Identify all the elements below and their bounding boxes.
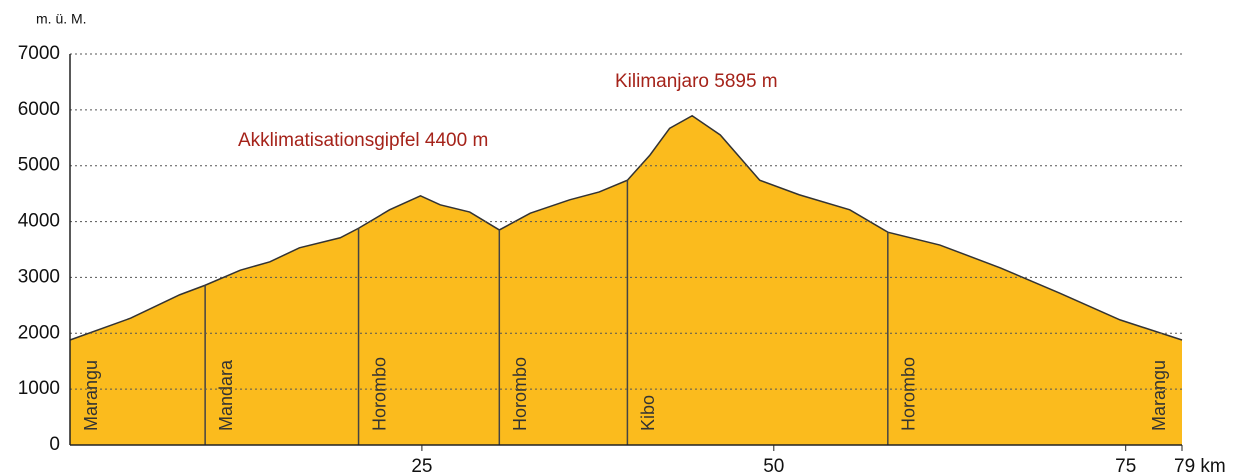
stage-label: Marangu [1149, 360, 1169, 431]
y-tick-label: 1000 [18, 378, 60, 399]
profile-line [69, 114, 1183, 341]
x-tick-label: 25 [411, 456, 432, 476]
stage-label: Mandara [216, 359, 236, 431]
y-tick-label: 2000 [18, 322, 60, 343]
stage-label: Horombo [899, 357, 919, 431]
area [70, 115, 1182, 446]
y-tick-label: 0 [49, 434, 60, 455]
annotation: Akklimatisationsgipfel 4400 m [238, 130, 488, 151]
y-tick-label: 6000 [18, 99, 60, 120]
y-axis-title: m. ü. M. [36, 11, 87, 27]
annotation: Kilimanjaro 5895 m [615, 71, 778, 92]
stage-label: Horombo [510, 357, 530, 431]
y-tick-label: 3000 [18, 266, 60, 287]
y-tick-label: 4000 [18, 211, 60, 232]
x-tick-label: 50 [763, 456, 784, 476]
stage-label: Marangu [81, 360, 101, 431]
y-tick-label: 7000 [18, 43, 60, 64]
x-tick-label: 79 km [1174, 456, 1226, 476]
y-tick-label: 5000 [18, 155, 60, 176]
stage-label: Horombo [369, 357, 389, 431]
x-tick-label: 75 [1115, 456, 1136, 476]
stage-label: Kibo [638, 395, 658, 431]
